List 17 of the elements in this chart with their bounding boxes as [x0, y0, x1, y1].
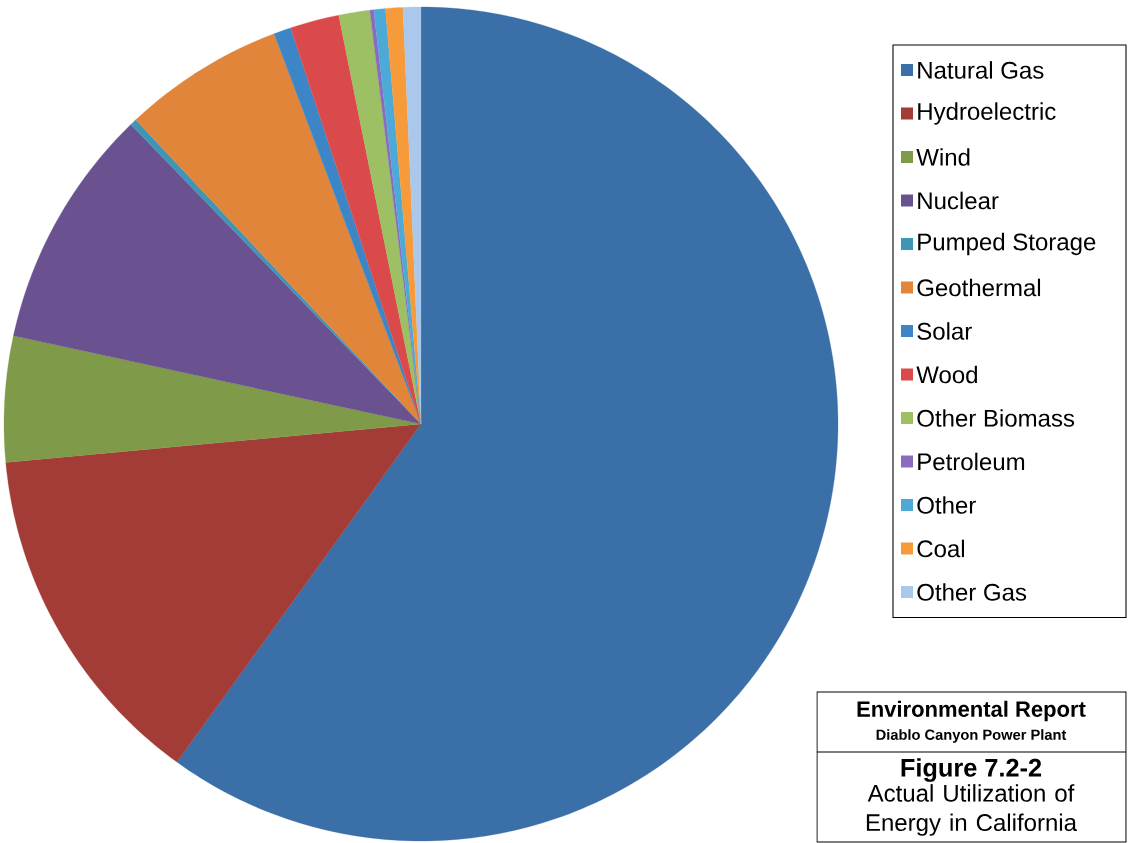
- legend-label: Other Gas: [917, 583, 1027, 601]
- text: Actual Utilization of Energy in California: [866, 784, 1077, 836]
- legend-label: Wood: [916, 365, 977, 384]
- legend-label: Hydroelectric: [918, 102, 1056, 125]
- legend-label: Coal: [917, 539, 965, 558]
- text: Diablo Canyon Power Plant: [876, 729, 1067, 743]
- legend-label: Other: [917, 496, 976, 514]
- legend-label: Geothermal: [917, 278, 1041, 297]
- legend-label: Nuclear: [918, 191, 999, 210]
- text: Figure 7.2-2: [901, 758, 1042, 782]
- legend-label: Solar: [917, 322, 972, 340]
- legend-label: Wind: [916, 148, 970, 166]
- text: Environmental Report: [857, 700, 1086, 722]
- legend-label: Pumped Storage: [918, 232, 1096, 256]
- legend-label: Petroleum: [918, 452, 1025, 471]
- legend-label: Natural Gas: [918, 61, 1044, 79]
- legend-label: Other Biomass: [917, 409, 1075, 427]
